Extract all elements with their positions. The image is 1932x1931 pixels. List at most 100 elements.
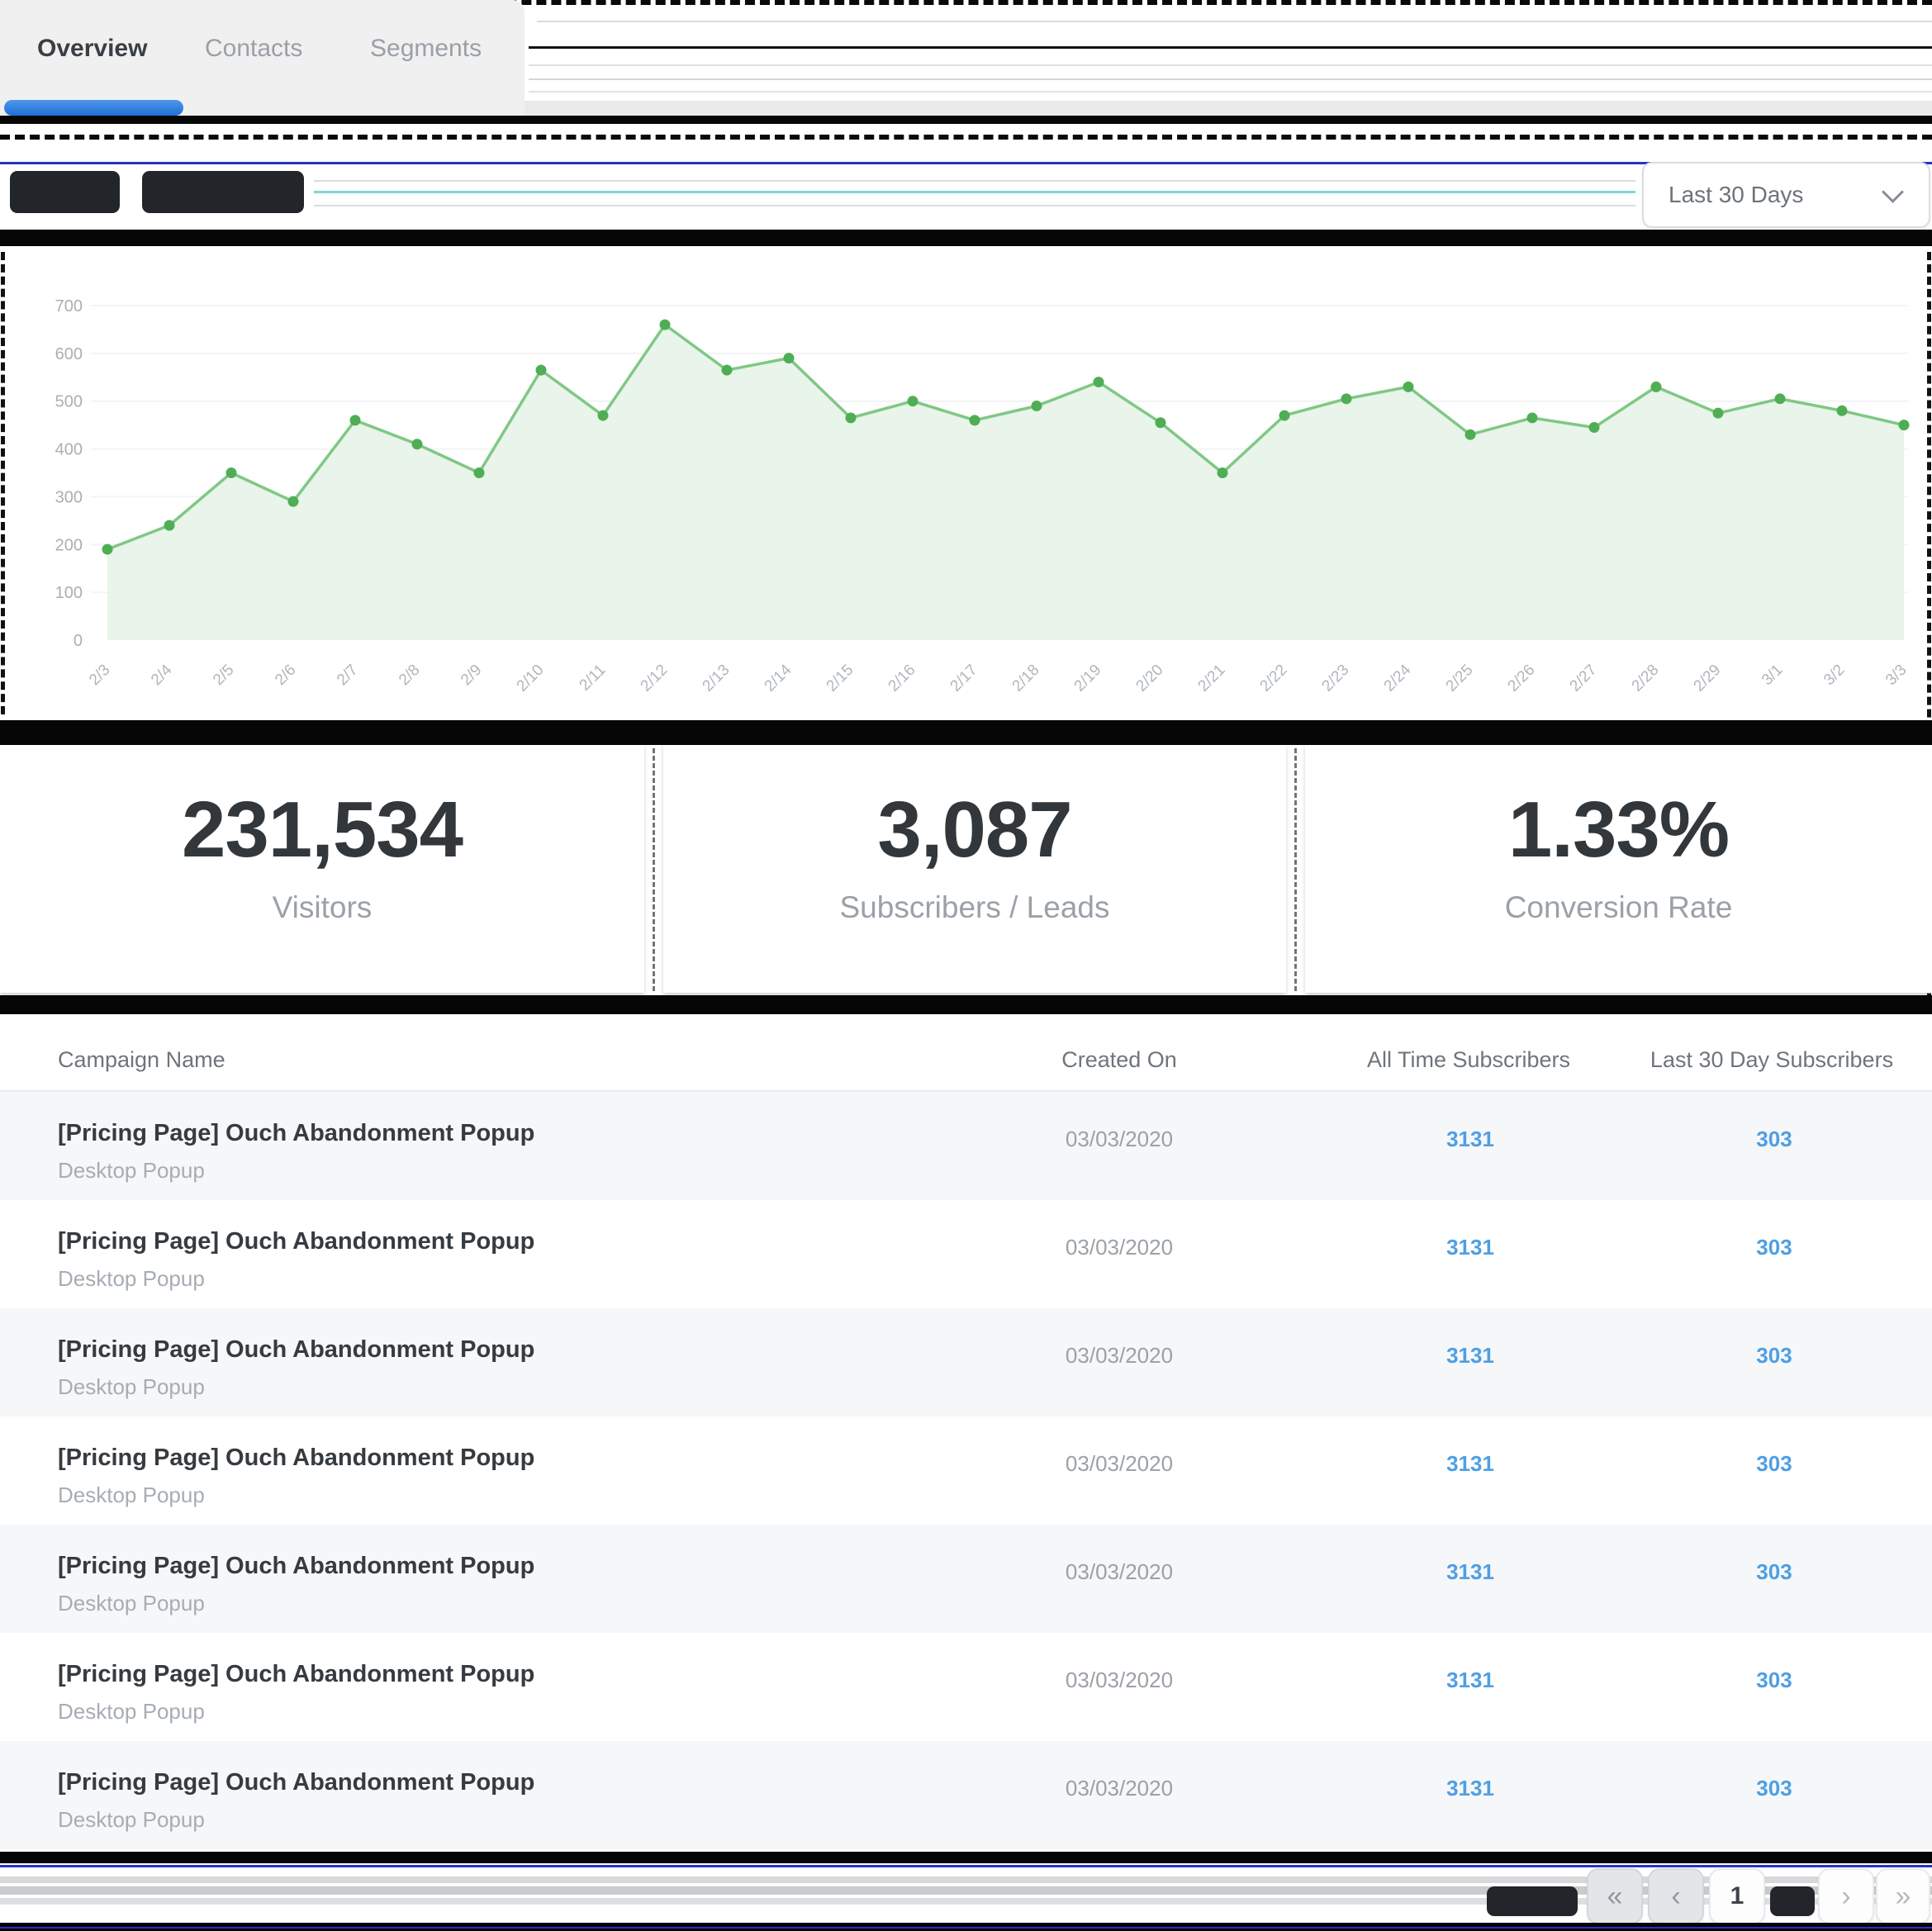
all-time-subscribers-link[interactable]: 3131 [1446, 1559, 1494, 1584]
svg-text:2/23: 2/23 [1319, 662, 1353, 695]
top-artifact-line [0, 0, 1932, 5]
first-page-button[interactable]: « [1587, 1868, 1643, 1924]
svg-text:2/21: 2/21 [1195, 662, 1229, 695]
svg-text:3/1: 3/1 [1759, 662, 1787, 690]
svg-text:2/7: 2/7 [334, 662, 362, 690]
last-30-day-subscribers-link[interactable]: 303 [1756, 1451, 1792, 1476]
svg-text:2/25: 2/25 [1443, 662, 1477, 695]
svg-text:2/9: 2/9 [458, 662, 486, 690]
svg-text:2/26: 2/26 [1505, 662, 1539, 695]
artifact-line [529, 78, 1932, 80]
last-30-day-subscribers-link[interactable]: 303 [1756, 1127, 1792, 1151]
svg-text:2/18: 2/18 [1009, 662, 1043, 695]
stat-card-subscribers: 3,087 Subscribers / Leads [663, 745, 1286, 993]
next-page-button[interactable]: › [1818, 1868, 1874, 1924]
tab-bar: Overview Contacts Segments [0, 0, 525, 116]
subscribers-label: Subscribers / Leads [839, 890, 1110, 924]
col-header-last-30-day-subscribers: Last 30 Day Subscribers [1650, 1047, 1894, 1072]
svg-text:2/28: 2/28 [1629, 662, 1663, 695]
table-row[interactable]: [Pricing Page] Ouch Abandonment Popup De… [0, 1525, 1932, 1633]
created-on: 03/03/2020 [1065, 1776, 1174, 1801]
card-divider [1294, 748, 1297, 991]
date-range-dropdown[interactable]: Last 30 Days [1642, 162, 1930, 228]
redaction-bar [0, 230, 1932, 246]
subscribers-chart-card: 0 100 200 300 400 500 600 700 2/3 2/4 2/5 2/6 2/7 2/8… [0, 246, 1932, 727]
svg-text:2/14: 2/14 [762, 661, 795, 695]
created-on: 03/03/2020 [1065, 1127, 1174, 1151]
artifact-stripe [0, 1886, 1932, 1895]
table-row[interactable]: [Pricing Page] Ouch Abandonment Popup De… [0, 1633, 1932, 1741]
card-divider [653, 748, 655, 991]
campaign-type: Desktop Popup [58, 1807, 205, 1832]
svg-text:2/15: 2/15 [824, 662, 857, 695]
svg-text:2/4: 2/4 [148, 661, 176, 689]
created-on: 03/03/2020 [1065, 1343, 1174, 1368]
divider-strip [525, 101, 1932, 116]
campaign-type: Desktop Popup [58, 1374, 205, 1399]
date-range-value: Last 30 Days [1669, 182, 1804, 207]
svg-text:2/17: 2/17 [947, 662, 981, 695]
campaign-name: [Pricing Page] Ouch Abandonment Popup [58, 1445, 535, 1471]
campaign-type: Desktop Popup [58, 1158, 205, 1183]
svg-text:3/3: 3/3 [1882, 662, 1911, 690]
svg-text:2/11: 2/11 [577, 662, 610, 695]
svg-text:2/24: 2/24 [1381, 661, 1415, 695]
svg-text:2/22: 2/22 [1257, 662, 1291, 695]
table-row[interactable]: [Pricing Page] Ouch Abandonment Popup De… [0, 1200, 1932, 1308]
svg-text:3/2: 3/2 [1820, 662, 1849, 690]
table-row[interactable]: [Pricing Page] Ouch Abandonment Popup De… [0, 1092, 1932, 1200]
table-row[interactable]: [Pricing Page] Ouch Abandonment Popup De… [0, 1741, 1932, 1849]
col-header-created-on: Created On [1061, 1047, 1177, 1072]
stat-card-conversion: 1.33% Conversion Rate [1305, 745, 1932, 993]
last-30-day-subscribers-link[interactable]: 303 [1756, 1235, 1792, 1260]
redaction-bar [0, 1852, 1932, 1863]
artifact-line [529, 91, 1932, 93]
artifact-line [314, 205, 1635, 206]
visitors-value: 231,534 [181, 785, 463, 874]
campaign-type: Desktop Popup [58, 1483, 205, 1507]
all-time-subscribers-link[interactable]: 3131 [1446, 1451, 1494, 1476]
redacted-pagination-text [1487, 1886, 1578, 1916]
all-time-subscribers-link[interactable]: 3131 [1446, 1343, 1494, 1368]
subscribers-value: 3,087 [877, 785, 1072, 874]
table-row[interactable]: [Pricing Page] Ouch Abandonment Popup De… [0, 1308, 1932, 1416]
svg-text:2/6: 2/6 [272, 662, 300, 690]
svg-text:0: 0 [74, 632, 83, 650]
conversion-value: 1.33% [1507, 785, 1730, 874]
svg-text:300: 300 [55, 488, 83, 506]
last-page-button[interactable]: » [1876, 1868, 1930, 1924]
campaign-type: Desktop Popup [58, 1591, 205, 1615]
svg-text:2/8: 2/8 [396, 662, 424, 690]
all-time-subscribers-link[interactable]: 3131 [1446, 1776, 1494, 1801]
artifact-line [529, 46, 1932, 49]
last-30-day-subscribers-link[interactable]: 303 [1756, 1776, 1792, 1801]
svg-text:2/10: 2/10 [514, 662, 548, 695]
last-30-day-subscribers-link[interactable]: 303 [1756, 1343, 1792, 1368]
artifact-edge [1, 252, 5, 714]
active-tab-indicator [4, 100, 183, 116]
tab-segments[interactable]: Segments [370, 35, 482, 62]
artifact-line [314, 180, 1635, 182]
artifact-line [537, 21, 1932, 22]
table-row[interactable]: [Pricing Page] Ouch Abandonment Popup De… [0, 1416, 1932, 1525]
svg-text:500: 500 [55, 393, 83, 411]
conversion-label: Conversion Rate [1504, 890, 1733, 924]
svg-text:200: 200 [55, 536, 83, 554]
stat-card-visitors: 231,534 Visitors [0, 745, 644, 993]
svg-text:100: 100 [55, 584, 83, 602]
campaign-name: [Pricing Page] Ouch Abandonment Popup [58, 1228, 535, 1255]
all-time-subscribers-link[interactable]: 3131 [1446, 1235, 1494, 1260]
last-30-day-subscribers-link[interactable]: 303 [1756, 1559, 1792, 1584]
svg-text:2/27: 2/27 [1567, 662, 1601, 695]
current-page-button[interactable]: 1 [1709, 1868, 1765, 1924]
all-time-subscribers-link[interactable]: 3131 [1446, 1127, 1494, 1151]
tab-overview[interactable]: Overview [37, 35, 148, 62]
all-time-subscribers-link[interactable]: 3131 [1446, 1668, 1494, 1692]
previous-page-button[interactable]: ‹ [1648, 1868, 1704, 1924]
artifact-teal-line [314, 191, 1635, 193]
tab-contacts[interactable]: Contacts [205, 35, 303, 62]
artifact-stripe [0, 1876, 1932, 1883]
last-30-day-subscribers-link[interactable]: 303 [1756, 1668, 1792, 1692]
redaction-bar [0, 995, 1932, 1014]
